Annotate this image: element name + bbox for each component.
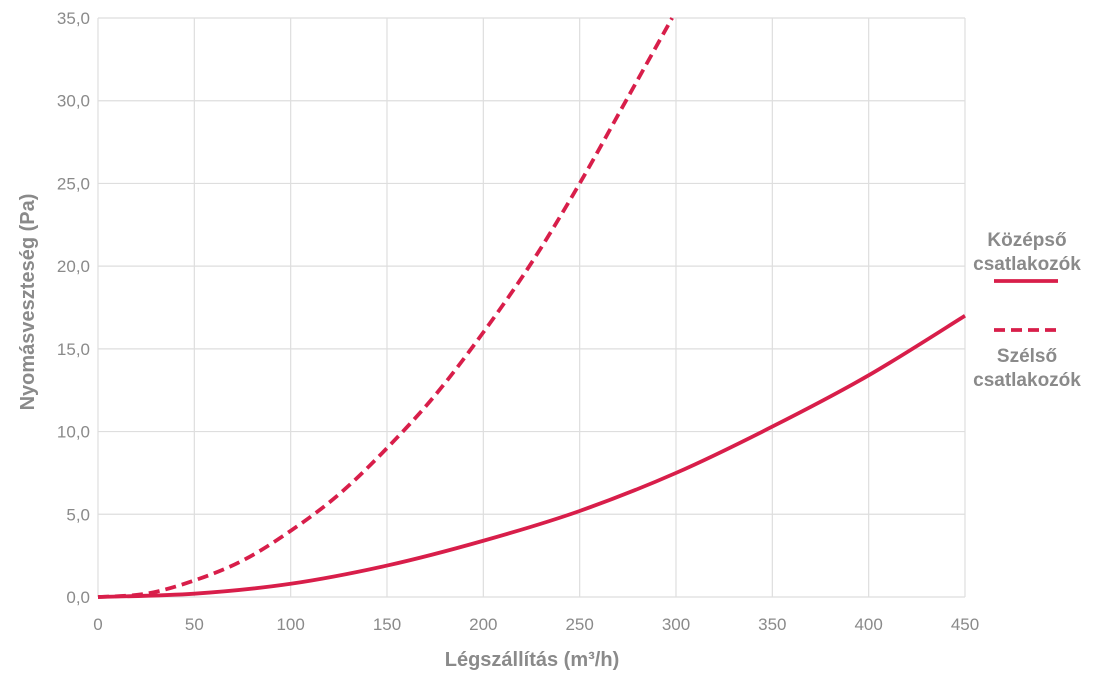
x-tick-label: 250 xyxy=(565,615,593,634)
series-line-2-dashed xyxy=(97,17,674,599)
y-axis-ticks: 0,0 5,0 10,0 15,0 20,0 25,0 30,0 35,0 xyxy=(57,9,90,607)
x-tick-label: 50 xyxy=(185,615,204,634)
x-tick-label: 450 xyxy=(951,615,979,634)
x-axis-ticks: 0 50 100 150 200 250 300 350 400 450 xyxy=(93,615,979,634)
y-axis-title: Nyomásveszteség (Pa) xyxy=(17,194,39,411)
y-tick-label: 5,0 xyxy=(66,505,90,524)
x-tick-label: 150 xyxy=(373,615,401,634)
x-tick-label: 200 xyxy=(469,615,497,634)
legend-label-series-1-line-1: Középső xyxy=(987,230,1066,251)
y-tick-label: 30,0 xyxy=(57,92,90,111)
x-tick-label: 300 xyxy=(662,615,690,634)
x-tick-label: 100 xyxy=(276,615,304,634)
y-tick-label: 20,0 xyxy=(57,257,90,276)
legend: Középső csatlakozók Szélső csatlakozók xyxy=(973,230,1081,391)
series-line-1-solid xyxy=(97,314,966,599)
legend-label-series-2-line-2: csatlakozók xyxy=(973,370,1081,391)
y-tick-label: 15,0 xyxy=(57,340,90,359)
legend-label-series-1-line-2: csatlakozók xyxy=(973,254,1081,275)
y-tick-label: 0,0 xyxy=(66,588,90,607)
x-axis-title: Légszállítás (m³/h) xyxy=(445,649,619,671)
y-tick-label: 35,0 xyxy=(57,9,90,28)
y-tick-label: 10,0 xyxy=(57,423,90,442)
legend-label-series-2-line-1: Szélső xyxy=(997,346,1057,367)
y-tick-label: 25,0 xyxy=(57,174,90,193)
x-tick-label: 0 xyxy=(93,615,102,634)
grid xyxy=(97,17,966,598)
x-tick-label: 400 xyxy=(854,615,882,634)
x-tick-label: 350 xyxy=(758,615,786,634)
series-layer xyxy=(97,17,966,599)
